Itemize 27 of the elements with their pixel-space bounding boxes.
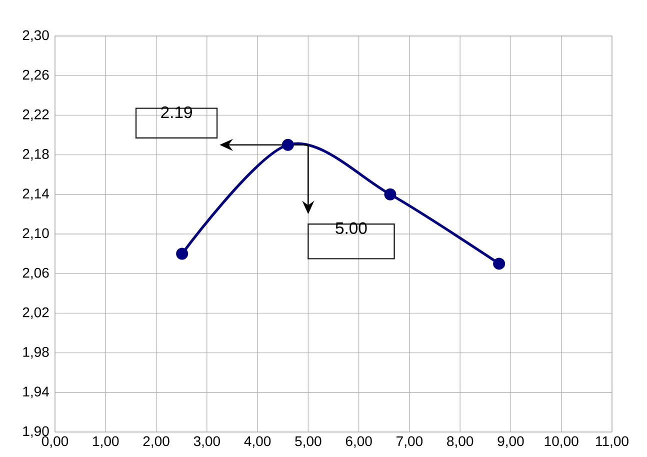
y-tick-label: 2,26	[22, 70, 49, 82]
x-tick-label: 1,00	[93, 436, 119, 448]
y-tick-label: 2,14	[22, 188, 49, 200]
x-tick-label: 3,00	[194, 436, 220, 448]
x-tick-label: 7,00	[396, 436, 423, 448]
point	[384, 188, 396, 200]
point	[176, 248, 188, 260]
y-tick-label: 2,18	[22, 149, 49, 161]
y-tick-label: 2,06	[22, 268, 49, 280]
y-tick-label: 2,10	[22, 228, 49, 240]
y-tick-label: 2,22	[22, 109, 49, 121]
y-tick-label: 1,90	[23, 426, 49, 438]
y-tick-label: 1,98	[23, 347, 49, 359]
point	[493, 258, 506, 270]
x-tick-label: 9,00	[498, 436, 524, 448]
x-tick-label: 8,00	[447, 436, 474, 448]
y-tick-label: 1,94	[23, 386, 49, 398]
y-tick-label: 2,02	[22, 307, 49, 319]
point	[282, 138, 294, 151]
x-tick-label: 4,00	[244, 436, 271, 448]
x-tick-label: 2,00	[143, 436, 170, 448]
x-tick-label: 10,00	[544, 436, 578, 448]
x-tick-label: 6,00	[346, 436, 372, 448]
x-tick-label: 5,00	[295, 436, 322, 448]
y-tick-label: 2,30	[22, 30, 49, 42]
x-tick-label: 0,00	[42, 436, 68, 448]
x-tick-label: 11,00	[596, 436, 628, 448]
